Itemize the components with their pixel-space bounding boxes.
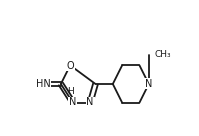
Text: N: N	[87, 97, 94, 107]
Text: H: H	[67, 87, 74, 96]
Text: O: O	[66, 61, 74, 71]
Text: HN: HN	[35, 79, 50, 89]
Text: N: N	[145, 79, 152, 89]
Text: N: N	[69, 97, 77, 107]
Text: CH₃: CH₃	[155, 50, 171, 59]
